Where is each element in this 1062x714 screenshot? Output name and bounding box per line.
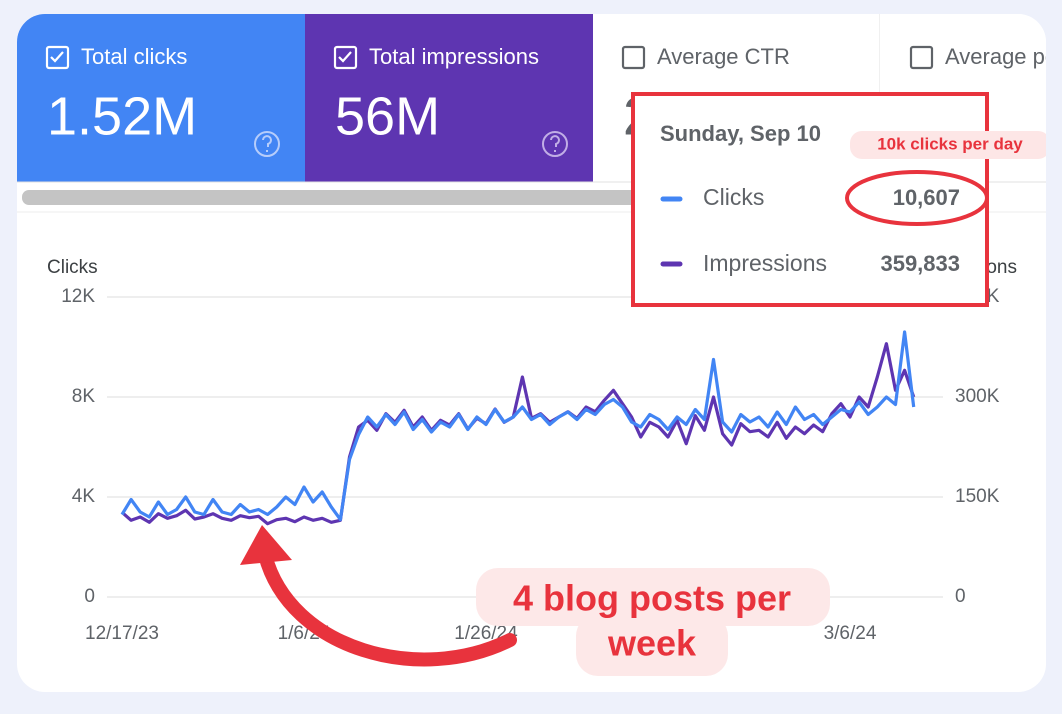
checkmark [50, 51, 64, 63]
tile-value: 1.52M [47, 86, 197, 146]
series-line [120, 342, 916, 526]
checkbox[interactable] [45, 45, 70, 70]
y2-tick-label: 0 [955, 586, 966, 607]
tooltip-date: Sunday, Sep 10 [660, 121, 821, 146]
y-tick-label: 4K [72, 486, 96, 507]
note-box [476, 568, 830, 626]
checkbox[interactable] [909, 45, 934, 70]
arrow [258, 548, 517, 667]
note-text: 4 blog posts per [513, 578, 791, 619]
chart: ClicksImpressions04K8K12K0150K300K450K12… [47, 257, 1017, 644]
arrow-head [240, 525, 292, 565]
tooltip [631, 92, 989, 307]
arrow-annotation: 4 blog posts per week [240, 525, 830, 676]
tile-label: Average position [945, 44, 1062, 69]
tile-label: Average CTR [657, 44, 790, 69]
y-tick-label: 12K [61, 286, 95, 307]
help-icon[interactable] [254, 131, 280, 157]
y-axis-title: Clicks [47, 257, 98, 278]
help-icon[interactable] [542, 131, 568, 157]
y2-tick-label: 300K [955, 386, 1000, 407]
overlay: Sunday, Sep 10 Clicks 10,607 Impressions… [631, 92, 1046, 307]
tile-label: Total impressions [369, 44, 539, 69]
note-text: week [607, 623, 697, 664]
checkboxes [45, 45, 934, 70]
tooltip-label: Clicks [703, 184, 764, 210]
x-tick-label: 3/6/24 [824, 623, 877, 644]
y2-tick-label: 150K [955, 486, 1000, 507]
highlight-ellipse [845, 170, 989, 226]
tooltip-label: Impressions [703, 250, 827, 276]
checkbox[interactable] [621, 45, 646, 70]
tile[interactable] [17, 14, 305, 182]
series-line [120, 330, 916, 522]
tooltip-value: 10,607 [893, 185, 960, 210]
checkmark [338, 51, 352, 63]
checkbox[interactable] [333, 45, 358, 70]
note-pill [850, 131, 1046, 159]
x-tick-label: 12/17/23 [85, 623, 159, 644]
scrollbar[interactable] [22, 190, 642, 205]
note-box [576, 614, 728, 676]
y-tick-label: 0 [84, 586, 95, 607]
note-text: 10k clicks per day [877, 134, 1023, 153]
tooltip-value: 359,833 [880, 251, 960, 276]
tile[interactable] [305, 14, 593, 182]
tile-value: 56M [335, 86, 440, 146]
y-tick-label: 8K [72, 386, 96, 407]
tile-label: Total clicks [81, 44, 187, 69]
